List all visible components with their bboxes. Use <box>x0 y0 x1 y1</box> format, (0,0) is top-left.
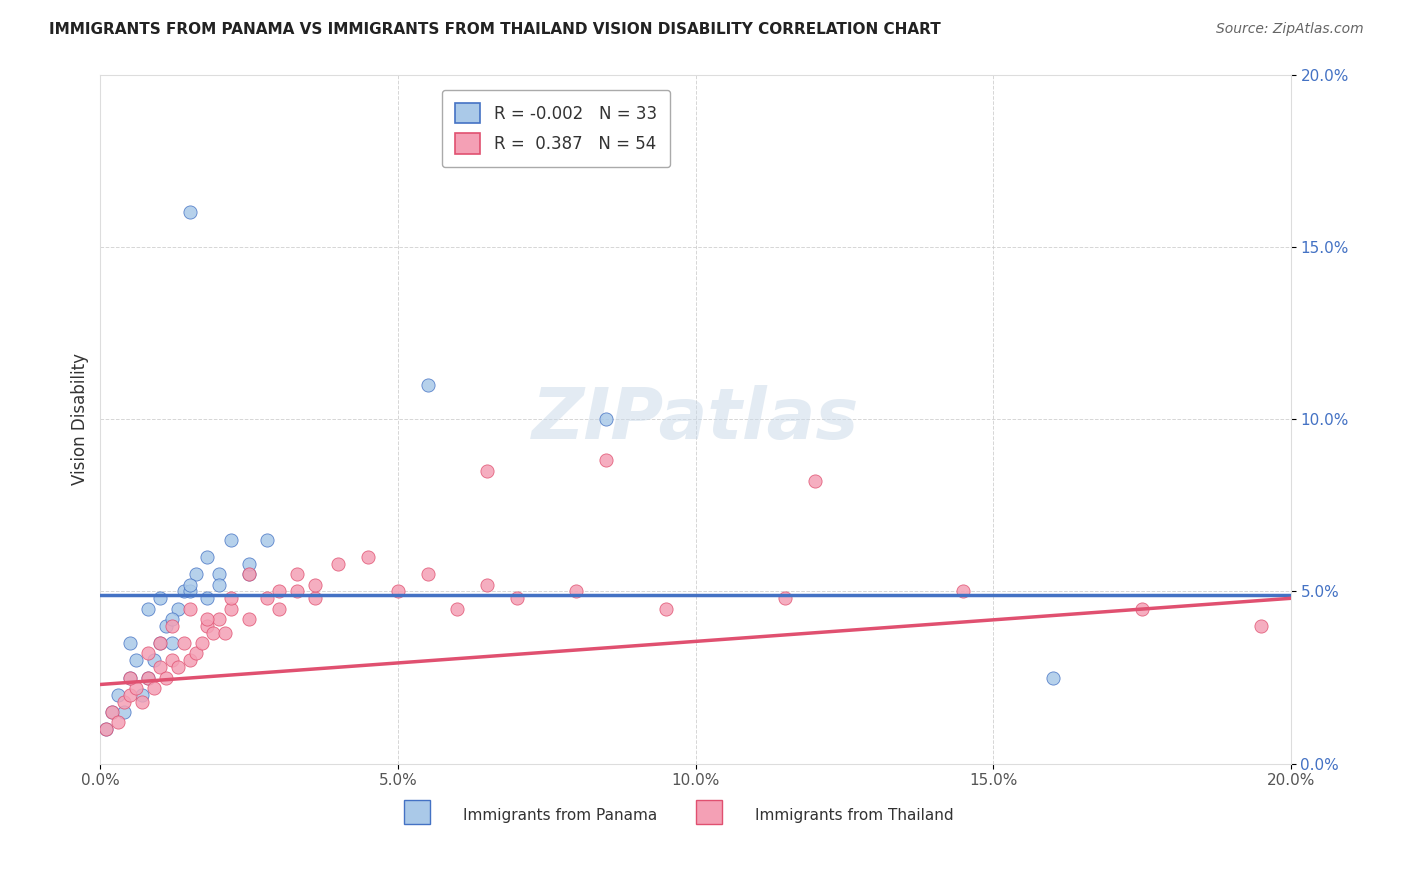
Point <box>120 636 142 650</box>
Point <box>446 601 468 615</box>
Point <box>173 584 195 599</box>
Point <box>477 464 499 478</box>
Point <box>179 577 201 591</box>
Point <box>96 723 118 737</box>
Point <box>166 660 188 674</box>
Point <box>142 681 165 695</box>
Point <box>120 688 142 702</box>
Text: ZIPatlas: ZIPatlas <box>531 384 859 454</box>
Point <box>416 377 439 392</box>
Point <box>208 612 231 626</box>
Point <box>190 636 212 650</box>
Point <box>1130 601 1153 615</box>
Point <box>304 577 326 591</box>
Point <box>256 533 278 547</box>
Point <box>267 584 290 599</box>
Point <box>179 205 201 219</box>
Point <box>197 591 219 606</box>
Point <box>96 723 118 737</box>
Point <box>952 584 974 599</box>
Point <box>1250 619 1272 633</box>
Point <box>256 591 278 606</box>
Point <box>221 591 243 606</box>
Point <box>149 591 172 606</box>
Point <box>179 601 201 615</box>
Point <box>208 577 231 591</box>
Point <box>142 653 165 667</box>
Point <box>565 584 588 599</box>
Point <box>595 412 617 426</box>
Point <box>112 695 135 709</box>
Point <box>238 557 260 571</box>
Point <box>136 671 159 685</box>
Point <box>221 601 243 615</box>
Point <box>101 705 124 719</box>
Point <box>149 660 172 674</box>
Point <box>107 715 129 730</box>
Y-axis label: Vision Disability: Vision Disability <box>72 353 89 485</box>
Point <box>285 584 308 599</box>
Point <box>477 577 499 591</box>
Point <box>197 619 219 633</box>
Point <box>184 567 207 582</box>
Point <box>179 653 201 667</box>
Point <box>304 591 326 606</box>
Point <box>155 671 177 685</box>
Text: IMMIGRANTS FROM PANAMA VS IMMIGRANTS FROM THAILAND VISION DISABILITY CORRELATION: IMMIGRANTS FROM PANAMA VS IMMIGRANTS FRO… <box>49 22 941 37</box>
Point <box>155 619 177 633</box>
FancyBboxPatch shape <box>404 799 430 823</box>
Point <box>107 688 129 702</box>
Text: Immigrants from Panama: Immigrants from Panama <box>464 808 658 823</box>
Point <box>184 647 207 661</box>
Point <box>238 567 260 582</box>
Text: Immigrants from Thailand: Immigrants from Thailand <box>755 808 953 823</box>
Point <box>125 653 148 667</box>
Point <box>160 653 183 667</box>
Point <box>136 647 159 661</box>
Point <box>131 688 153 702</box>
Point <box>357 549 380 564</box>
Point <box>160 636 183 650</box>
Point <box>101 705 124 719</box>
Point <box>131 695 153 709</box>
Point <box>238 612 260 626</box>
Point <box>160 619 183 633</box>
Point <box>208 567 231 582</box>
Point <box>387 584 409 599</box>
Point <box>773 591 796 606</box>
Point <box>166 601 188 615</box>
Point <box>416 567 439 582</box>
Point <box>595 453 617 467</box>
Point <box>506 591 529 606</box>
Point <box>328 557 350 571</box>
Point <box>120 671 142 685</box>
Point <box>149 636 172 650</box>
Point <box>197 549 219 564</box>
Point <box>803 474 825 488</box>
Point <box>112 705 135 719</box>
Point <box>120 671 142 685</box>
Point <box>1042 671 1064 685</box>
Point <box>125 681 148 695</box>
Point <box>655 601 678 615</box>
Point <box>238 567 260 582</box>
FancyBboxPatch shape <box>696 799 721 823</box>
Point <box>267 601 290 615</box>
Point <box>221 533 243 547</box>
Point <box>160 612 183 626</box>
Point <box>214 625 236 640</box>
Point <box>202 625 225 640</box>
Point <box>149 636 172 650</box>
Point <box>173 636 195 650</box>
Point <box>179 584 201 599</box>
Point <box>136 601 159 615</box>
Point <box>285 567 308 582</box>
Point <box>136 671 159 685</box>
Legend: R = -0.002   N = 33, R =  0.387   N = 54: R = -0.002 N = 33, R = 0.387 N = 54 <box>441 90 671 167</box>
Point <box>197 612 219 626</box>
Text: Source: ZipAtlas.com: Source: ZipAtlas.com <box>1216 22 1364 37</box>
